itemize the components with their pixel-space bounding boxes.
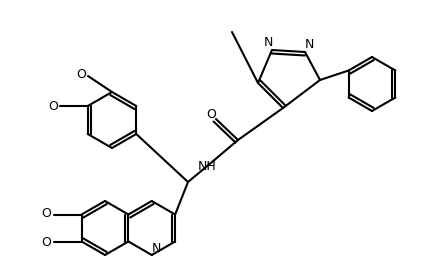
- Text: N: N: [304, 37, 313, 50]
- Text: O: O: [76, 69, 86, 81]
- Text: O: O: [42, 236, 52, 249]
- Text: N: N: [263, 35, 273, 49]
- Text: N: N: [152, 242, 162, 254]
- Text: NH: NH: [197, 160, 216, 174]
- Text: O: O: [206, 107, 216, 121]
- Text: O: O: [48, 100, 58, 112]
- Text: O: O: [42, 207, 52, 220]
